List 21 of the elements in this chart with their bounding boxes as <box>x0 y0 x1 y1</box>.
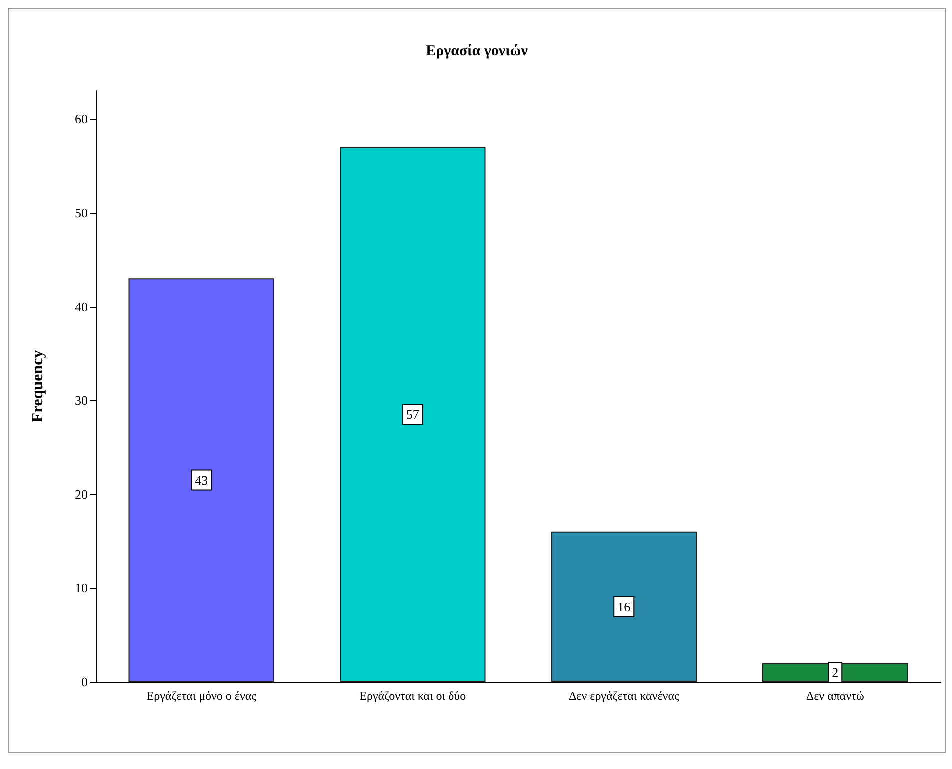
y-tick-label: 40 <box>75 299 88 314</box>
bar <box>551 532 698 682</box>
y-tick-label: 30 <box>75 393 88 408</box>
y-axis-title: Frequency <box>30 350 46 423</box>
y-tick-label: 50 <box>75 205 88 220</box>
y-tick-label: 10 <box>75 580 88 596</box>
x-tick-label: Εργάζεται μόνο ο ένας <box>146 689 257 703</box>
x-tick-label: Δεν απαντώ <box>806 689 864 703</box>
y-tick-label: 60 <box>75 112 88 127</box>
x-tick-label: Εργάζονται και οι δύο <box>360 689 466 703</box>
y-tick-label: 0 <box>82 674 88 690</box>
data-label: 43 <box>195 472 208 488</box>
bar <box>340 147 486 682</box>
bar <box>128 278 275 682</box>
data-label: 2 <box>832 665 839 680</box>
bar <box>762 663 908 682</box>
data-label: 57 <box>406 407 420 422</box>
chart-title: Εργασία γονιών <box>426 44 528 60</box>
y-tick-label: 20 <box>75 486 88 502</box>
x-tick-label: Δεν εργάζεται κανένας <box>568 689 680 703</box>
data-label: 16 <box>618 599 632 614</box>
